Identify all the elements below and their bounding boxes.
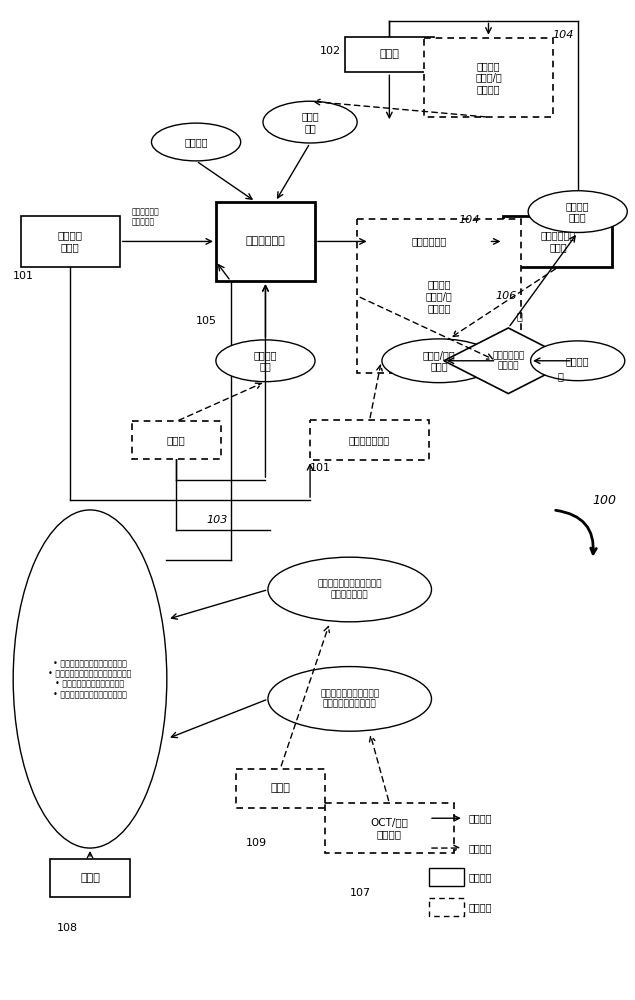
FancyBboxPatch shape <box>20 216 120 267</box>
Text: 101: 101 <box>13 271 34 281</box>
Text: 准分子或固态
激光器: 准分子或固态 激光器 <box>540 231 575 252</box>
Text: 107: 107 <box>350 888 371 898</box>
Text: 角膜前表面和
角膜后表面: 角膜前表面和 角膜后表面 <box>131 207 159 226</box>
Text: 106: 106 <box>495 291 517 301</box>
Text: 必需步骤: 必需步骤 <box>469 813 492 823</box>
Ellipse shape <box>382 339 496 383</box>
Text: 104: 104 <box>553 30 574 40</box>
FancyBboxPatch shape <box>325 803 454 853</box>
Text: 104: 104 <box>458 215 480 225</box>
FancyBboxPatch shape <box>424 38 553 117</box>
FancyBboxPatch shape <box>345 37 434 72</box>
Ellipse shape <box>152 123 241 161</box>
Polygon shape <box>444 328 573 394</box>
Bar <box>429 898 464 916</box>
Bar <box>429 868 464 886</box>
Text: 103: 103 <box>206 515 227 525</box>
Text: 任选步骤: 任选步骤 <box>469 843 492 853</box>
Ellipse shape <box>216 340 315 382</box>
Text: 结束手术: 结束手术 <box>566 356 589 366</box>
Text: 修改角膜
前表面: 修改角膜 前表面 <box>566 201 589 222</box>
Text: OCT/超声
扫描系统: OCT/超声 扫描系统 <box>370 817 408 839</box>
Ellipse shape <box>263 101 357 143</box>
Text: 108: 108 <box>57 923 78 933</box>
Text: 中央控制单元: 中央控制单元 <box>246 236 285 246</box>
Text: 角膜断层
扫描仪: 角膜断层 扫描仪 <box>58 231 83 252</box>
Text: 扫描激光
屈光仪/波
前分析仪: 扫描激光 屈光仪/波 前分析仪 <box>425 280 452 313</box>
Text: 屈光误
差图: 屈光误 差图 <box>301 111 319 133</box>
FancyBboxPatch shape <box>504 216 612 267</box>
Text: 生物计: 生物计 <box>80 873 100 883</box>
Text: 检测到的晶状体前表面和
检测到的晶状体后表面: 检测到的晶状体前表面和 检测到的晶状体后表面 <box>320 689 379 709</box>
Text: 否: 否 <box>516 311 522 321</box>
Text: 100: 100 <box>592 493 617 506</box>
Text: 任选装置: 任选装置 <box>469 902 492 912</box>
Text: • 角膜前表面到角膜后表面的距离
• 晶状体前表面到到角膜前表面的距离
• 晶状体后表面到角膜前表面到
• 角膜前表面到视网膜表面的距离: • 角膜前表面到角膜后表面的距离 • 晶状体前表面到到角膜前表面的距离 • 晶状… <box>48 659 131 699</box>
Ellipse shape <box>528 191 627 232</box>
FancyBboxPatch shape <box>310 420 429 460</box>
Text: 102: 102 <box>320 46 341 56</box>
Text: 操作者: 操作者 <box>380 49 399 59</box>
Text: 角膜断层扫描仪: 角膜断层扫描仪 <box>349 435 390 445</box>
FancyBboxPatch shape <box>50 859 130 897</box>
FancyBboxPatch shape <box>236 768 325 808</box>
FancyBboxPatch shape <box>216 202 315 281</box>
Text: 理想瞳孔
直径: 理想瞳孔 直径 <box>254 350 277 372</box>
Text: 105: 105 <box>196 316 217 326</box>
Text: 109: 109 <box>246 838 267 848</box>
Text: 必需装置: 必需装置 <box>469 872 492 882</box>
Ellipse shape <box>268 667 432 731</box>
Text: 瞳孔计: 瞳孔计 <box>167 435 185 445</box>
Ellipse shape <box>268 557 432 622</box>
Text: 101: 101 <box>310 463 331 473</box>
Text: 数据库: 数据库 <box>271 783 290 793</box>
Ellipse shape <box>13 510 167 848</box>
Ellipse shape <box>531 341 625 381</box>
Text: 是: 是 <box>558 371 564 381</box>
FancyBboxPatch shape <box>357 219 521 373</box>
Text: 形态和/或屈
光控制: 形态和/或屈 光控制 <box>423 350 455 372</box>
Text: 是否实现理想
屈光表面: 是否实现理想 屈光表面 <box>492 351 525 370</box>
Text: 扫描激光
屈光仪/波
前分析仪: 扫描激光 屈光仪/波 前分析仪 <box>475 61 502 94</box>
Text: 估计的晶状体前表面和估计
的晶状体后表面: 估计的晶状体前表面和估计 的晶状体后表面 <box>318 580 382 599</box>
Text: 屈光矫正: 屈光矫正 <box>184 137 208 147</box>
Text: 定制消融体积: 定制消融体积 <box>411 236 446 246</box>
Ellipse shape <box>370 223 488 260</box>
FancyBboxPatch shape <box>131 421 221 459</box>
